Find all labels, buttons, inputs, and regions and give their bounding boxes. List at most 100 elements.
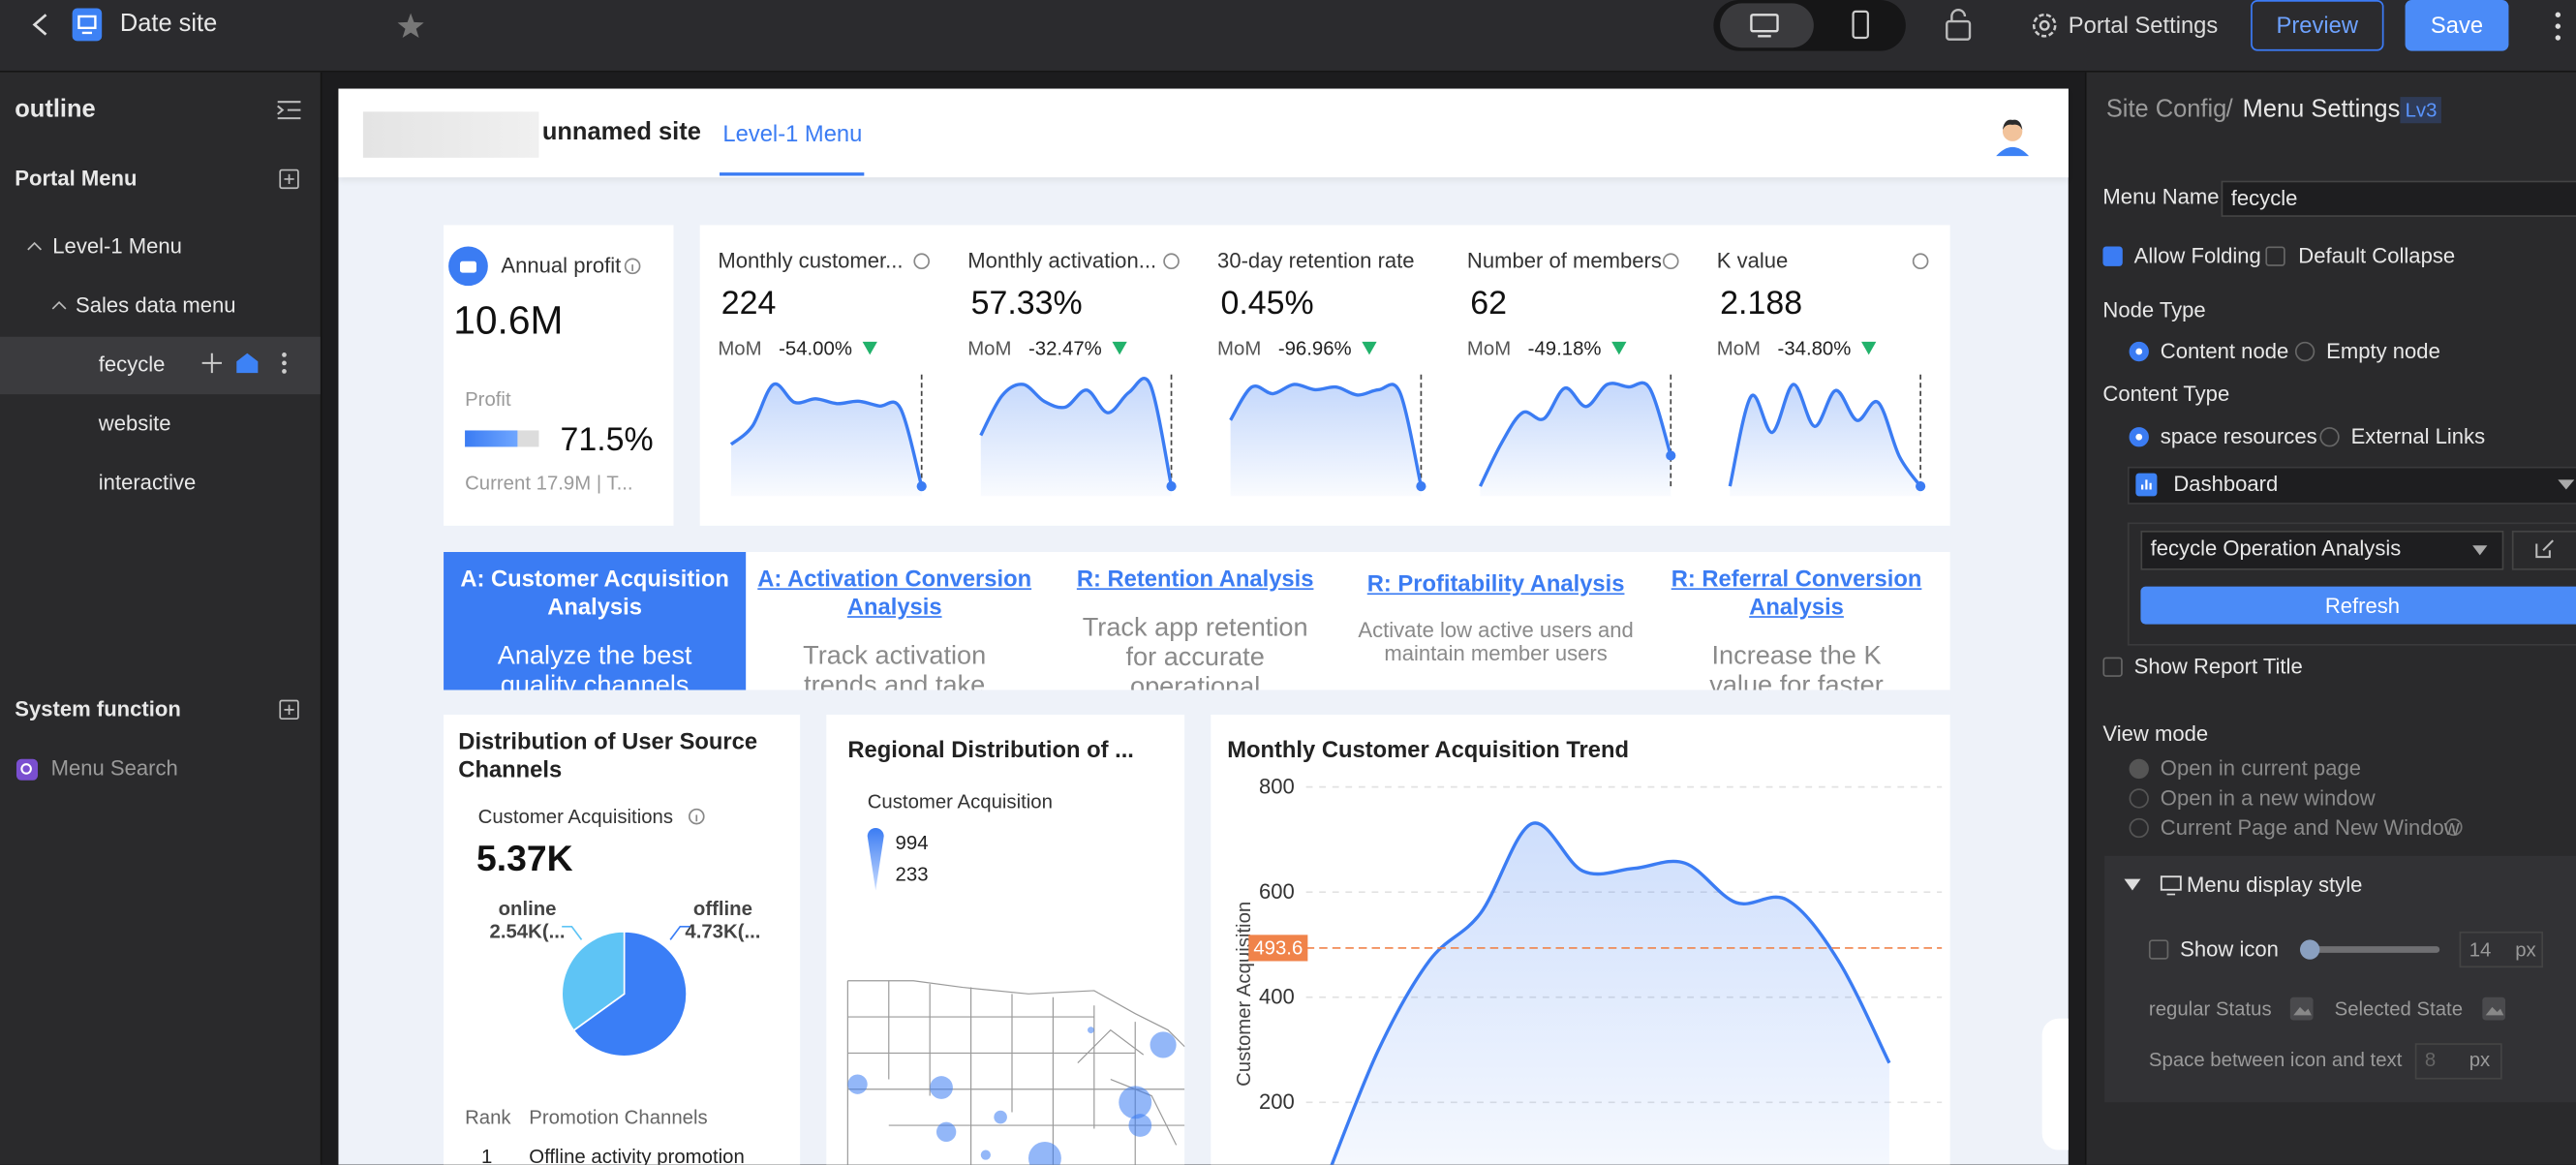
tab[interactable]: R: Retention Analysis Track app retention… [1045, 552, 1345, 690]
sidebar-title: outline [15, 95, 96, 124]
radio[interactable] [2129, 817, 2149, 839]
table-cell: 1 [481, 1145, 493, 1165]
graphic [282, 353, 287, 357]
add-button[interactable] [279, 699, 299, 720]
radio[interactable] [2294, 341, 2315, 362]
save-button[interactable]: Save [2405, 0, 2509, 51]
portal-settings[interactable]: Portal Settings [2068, 11, 2219, 39]
collapse-icon[interactable] [277, 100, 301, 120]
menu-search[interactable]: Menu Search [50, 755, 178, 781]
lock-button[interactable] [1946, 8, 1972, 41]
radio[interactable] [2129, 788, 2149, 809]
graphic [980, 1150, 991, 1160]
image-picker[interactable] [2482, 996, 2506, 1021]
sparkline [1478, 374, 1676, 497]
sparkline [1728, 374, 1926, 497]
menu-item[interactable]: Level-1 Menu [52, 232, 182, 259]
logo-placeholder [362, 111, 539, 158]
image-picker[interactable] [2289, 996, 2314, 1021]
graphic [201, 353, 223, 374]
refresh-button[interactable]: Refresh [2140, 586, 2576, 625]
site-icon [72, 8, 103, 42]
resource-select[interactable] [2127, 466, 2576, 505]
menu-item[interactable]: website [98, 411, 171, 436]
field-label: Node Type [2102, 297, 2206, 322]
reference-label: 493.6 [1253, 938, 1303, 960]
graphic [867, 828, 884, 891]
table-header: Rank [465, 1105, 511, 1129]
add-button[interactable] [279, 169, 299, 190]
expand-caret[interactable] [26, 241, 43, 251]
radio[interactable] [2319, 427, 2340, 447]
info-icon [624, 258, 641, 275]
search-icon [15, 758, 39, 781]
nav-item[interactable]: Level-1 Menu [722, 119, 863, 146]
select-caret [2558, 479, 2575, 490]
section-caret[interactable] [2124, 878, 2141, 893]
unit: px [2515, 937, 2536, 962]
mobile-toggle[interactable] [1852, 10, 1870, 40]
home-icon[interactable] [236, 353, 259, 374]
floating-tools[interactable] [2041, 1018, 2069, 1150]
radio-label: space resources [2160, 423, 2317, 449]
tab[interactable]: R: Profitability Analysis Activate low ac… [1345, 552, 1645, 690]
down-triangle [1362, 341, 1377, 355]
display-style-section [2104, 855, 2576, 1103]
graphic [397, 13, 424, 39]
menu-item[interactable]: Sales data menu [76, 291, 236, 318]
radio[interactable] [2129, 341, 2149, 362]
info-icon [688, 808, 705, 825]
mom-value: -49.18% [1527, 336, 1602, 360]
spacing-input[interactable] [2414, 1043, 2502, 1080]
radio[interactable] [2129, 758, 2149, 780]
add-child[interactable] [201, 353, 223, 374]
metric-value: 62 [1470, 286, 1508, 322]
legend-min: 233 [895, 862, 929, 886]
graphic [2535, 539, 2554, 559]
graphic [279, 699, 299, 720]
sparkline [1478, 381, 1672, 487]
more-button[interactable] [281, 352, 288, 375]
tab[interactable]: A: Activation Conversion Analysis Track a… [744, 552, 1044, 690]
graphic [51, 300, 67, 310]
menu-item[interactable]: interactive [98, 470, 197, 495]
more-button[interactable] [2555, 10, 2561, 43]
icon-size-input[interactable] [2459, 931, 2544, 968]
graphic [2472, 545, 2488, 556]
metric-title: Monthly activation... [967, 248, 1157, 273]
back-button[interactable] [30, 12, 53, 38]
slider-knob[interactable] [2300, 939, 2320, 960]
graphic [1950, 9, 1967, 22]
table-header: Promotion Channels [529, 1105, 708, 1129]
status-label: regular Status [2148, 996, 2272, 1021]
gear-icon [2032, 13, 2057, 38]
menu-item[interactable]: fecycle [98, 352, 166, 377]
tab-description: Increase the K value for faster [1709, 642, 1884, 690]
desktop-toggle[interactable] [1720, 3, 1814, 48]
checkbox[interactable] [2102, 246, 2123, 266]
checkbox[interactable] [2148, 939, 2169, 960]
menu-name-input[interactable]: fecycle [2221, 180, 2576, 217]
checkbox[interactable] [2102, 657, 2123, 677]
graphic [2160, 875, 2182, 891]
checkbox[interactable] [2265, 246, 2285, 266]
avatar[interactable] [1991, 113, 2035, 157]
graphic [847, 1027, 1177, 1165]
report-select[interactable] [2140, 530, 2504, 570]
source-title: Distribution of User Source Channels [458, 727, 758, 782]
y-tick-label: 800 [1259, 774, 1295, 798]
breadcrumb[interactable]: Site Config [2105, 95, 2227, 124]
radio[interactable] [2129, 427, 2149, 447]
graphic [1150, 1031, 1177, 1058]
tab[interactable]: A: Customer Acquisition Analysis Analyze … [444, 552, 747, 690]
region-map [846, 980, 1185, 1165]
metric-title: 30-day retention rate [1217, 248, 1415, 273]
breadcrumb-current: Menu Settings [2242, 95, 2401, 124]
edit-button[interactable] [2511, 530, 2576, 570]
preview-button[interactable]: Preview [2251, 0, 2384, 51]
mom-label: MoM [1466, 336, 1512, 360]
expand-caret[interactable] [51, 300, 68, 310]
tab[interactable]: R: Referral Conversion Analysis Increase … [1646, 552, 1947, 690]
favorite-star[interactable] [397, 13, 424, 39]
